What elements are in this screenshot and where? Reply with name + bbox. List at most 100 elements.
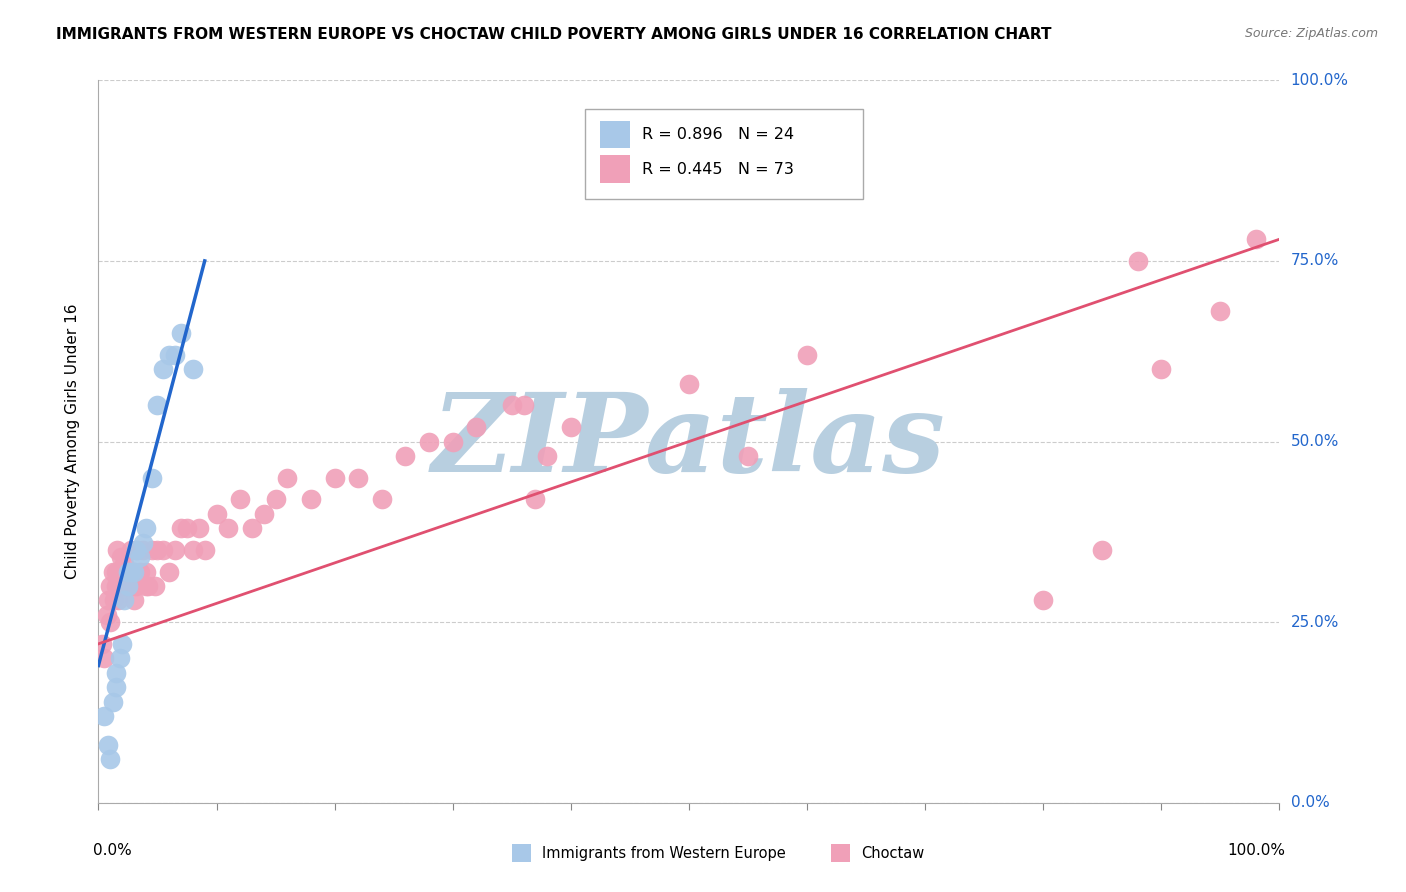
Point [157, 348, 180, 362]
Y-axis label: Child Poverty Among Girls Under 16: Child Poverty Among Girls Under 16 [65, 304, 80, 579]
Point [229, 492, 252, 507]
Point [105, 665, 128, 680]
Point [97, 593, 120, 607]
Point [112, 579, 135, 593]
Point [194, 542, 217, 557]
Text: 75.0%: 75.0% [1291, 253, 1339, 268]
Text: 25.0%: 25.0% [1291, 615, 1339, 630]
Point [299, 492, 322, 507]
Point [112, 558, 135, 572]
Point [117, 579, 139, 593]
Point [141, 542, 163, 557]
Point [105, 680, 128, 694]
Point [135, 579, 157, 593]
Point [143, 579, 166, 593]
FancyBboxPatch shape [600, 120, 630, 148]
Point [1150, 362, 1173, 376]
Point [108, 565, 131, 579]
Point [108, 651, 131, 665]
FancyBboxPatch shape [600, 155, 630, 183]
Point [170, 326, 193, 340]
Point [96, 607, 118, 622]
Text: R = 0.896   N = 24: R = 0.896 N = 24 [641, 127, 794, 142]
Point [240, 521, 263, 535]
Text: R = 0.445   N = 73: R = 0.445 N = 73 [641, 161, 793, 177]
Point [152, 362, 174, 376]
Point [121, 565, 143, 579]
Text: Source: ZipAtlas.com: Source: ZipAtlas.com [1244, 27, 1378, 40]
Point [205, 507, 228, 521]
Point [181, 542, 204, 557]
Point [264, 492, 287, 507]
Point [98, 579, 121, 593]
Point [111, 579, 134, 593]
Point [127, 542, 149, 557]
Point [132, 535, 155, 549]
FancyBboxPatch shape [512, 845, 530, 863]
Point [128, 565, 150, 579]
Text: IMMIGRANTS FROM WESTERN EUROPE VS CHOCTAW CHILD POVERTY AMONG GIRLS UNDER 16 COR: IMMIGRANTS FROM WESTERN EUROPE VS CHOCTA… [56, 27, 1052, 42]
Point [108, 579, 131, 593]
Point [93, 651, 115, 665]
Point [115, 565, 138, 579]
Point [152, 542, 174, 557]
Point [111, 637, 134, 651]
Point [1209, 304, 1232, 318]
Point [98, 752, 121, 766]
Point [125, 579, 148, 593]
Point [1126, 253, 1149, 268]
Point [141, 470, 163, 484]
Point [117, 565, 139, 579]
Point [323, 470, 346, 484]
Point [101, 565, 124, 579]
Point [157, 565, 180, 579]
Point [796, 348, 818, 362]
Point [276, 470, 298, 484]
FancyBboxPatch shape [585, 109, 862, 200]
Point [136, 579, 159, 593]
Text: 0.0%: 0.0% [1291, 796, 1329, 810]
Point [253, 507, 276, 521]
Point [101, 695, 124, 709]
Point [524, 492, 547, 507]
Point [176, 521, 198, 535]
Text: 50.0%: 50.0% [1291, 434, 1339, 449]
Point [122, 593, 145, 607]
Point [441, 434, 464, 449]
Point [465, 420, 488, 434]
Point [105, 542, 128, 557]
Point [146, 542, 169, 557]
Point [512, 398, 534, 412]
Point [121, 542, 143, 557]
Point [103, 593, 125, 607]
Point [678, 376, 700, 391]
Point [560, 420, 582, 434]
Point [107, 593, 129, 607]
Point [1091, 542, 1114, 557]
Text: ZIPatlas: ZIPatlas [432, 388, 946, 495]
Point [501, 398, 523, 412]
Point [117, 579, 139, 593]
Point [111, 565, 134, 579]
Point [1032, 593, 1054, 607]
Point [217, 521, 239, 535]
Text: 100.0%: 100.0% [1291, 73, 1348, 87]
Point [394, 449, 416, 463]
Point [93, 709, 115, 723]
Point [98, 615, 121, 630]
Point [125, 542, 148, 557]
Point [97, 738, 120, 752]
Point [1244, 232, 1267, 246]
Point [135, 521, 157, 535]
Text: 100.0%: 100.0% [1227, 843, 1285, 857]
Point [737, 449, 759, 463]
Point [187, 521, 209, 535]
Point [418, 434, 440, 449]
Point [146, 398, 169, 412]
Point [105, 565, 128, 579]
Point [165, 542, 187, 557]
Point [536, 449, 558, 463]
Point [120, 579, 142, 593]
Text: Immigrants from Western Europe: Immigrants from Western Europe [543, 846, 786, 861]
Point [132, 542, 155, 557]
